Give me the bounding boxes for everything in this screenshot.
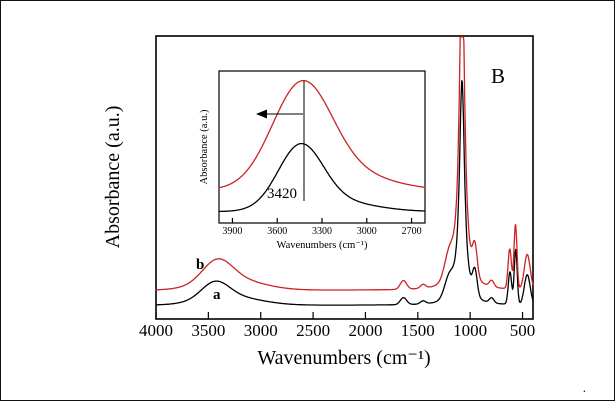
stray-period-mark: . — [582, 380, 586, 395]
inset-x-axis-label: Wavenumbers (cm⁻¹) — [277, 240, 368, 251]
main-plot-frame — [155, 35, 534, 320]
x-axis-tick-label: 2700 — [402, 226, 422, 237]
spectrum-curve-a — [155, 80, 534, 306]
main-x-axis-label: Wavenumbers (cm⁻¹) — [257, 347, 430, 369]
x-axis-tick-label: 1000 — [453, 321, 487, 340]
peak-annotation-3420: 3420 — [267, 186, 297, 202]
x-axis-tick-label: 3600 — [267, 226, 287, 237]
x-axis-tick-label: 3900 — [222, 226, 242, 237]
curve-label-b: b — [196, 257, 204, 273]
spectrum-curve-b — [155, 36, 534, 291]
x-axis-tick-label: 2500 — [296, 321, 330, 340]
inset-y-axis-label: Absorbance (a.u.) — [199, 109, 210, 184]
inset-curve-b — [218, 79, 426, 189]
x-axis-tick-label: 3000 — [357, 226, 377, 237]
inset-curve-a — [218, 142, 426, 213]
curve-label-a: a — [213, 287, 221, 303]
panel-label-b: B — [491, 64, 505, 88]
inset-x-axis-ticks: 3900 3600 3300 3000 2700 — [222, 218, 422, 237]
main-plot: 4000 3500 3000 2500 2000 1500 1000 500 b a B Wa… — [102, 35, 535, 369]
x-axis-tick-label: 3500 — [191, 321, 225, 340]
x-axis-tick-label: 500 — [510, 321, 536, 340]
main-x-axis-ticks: 4000 3500 3000 2500 2000 1500 1000 500 — [139, 312, 535, 340]
inset-plot: 3900 3600 3300 3000 2700 3420 Wavenumbers (c… — [199, 70, 426, 251]
x-axis-tick-label: 3000 — [244, 321, 278, 340]
main-y-axis-label: Absorbance (a.u.) — [102, 106, 124, 249]
x-axis-tick-label: 2000 — [348, 321, 382, 340]
red-shift-arrow-icon — [256, 109, 303, 119]
x-axis-tick-label: 4000 — [139, 321, 173, 340]
x-axis-tick-label: 1500 — [401, 321, 435, 340]
x-axis-tick-label: 3300 — [312, 226, 332, 237]
inset-plot-frame — [218, 70, 426, 224]
